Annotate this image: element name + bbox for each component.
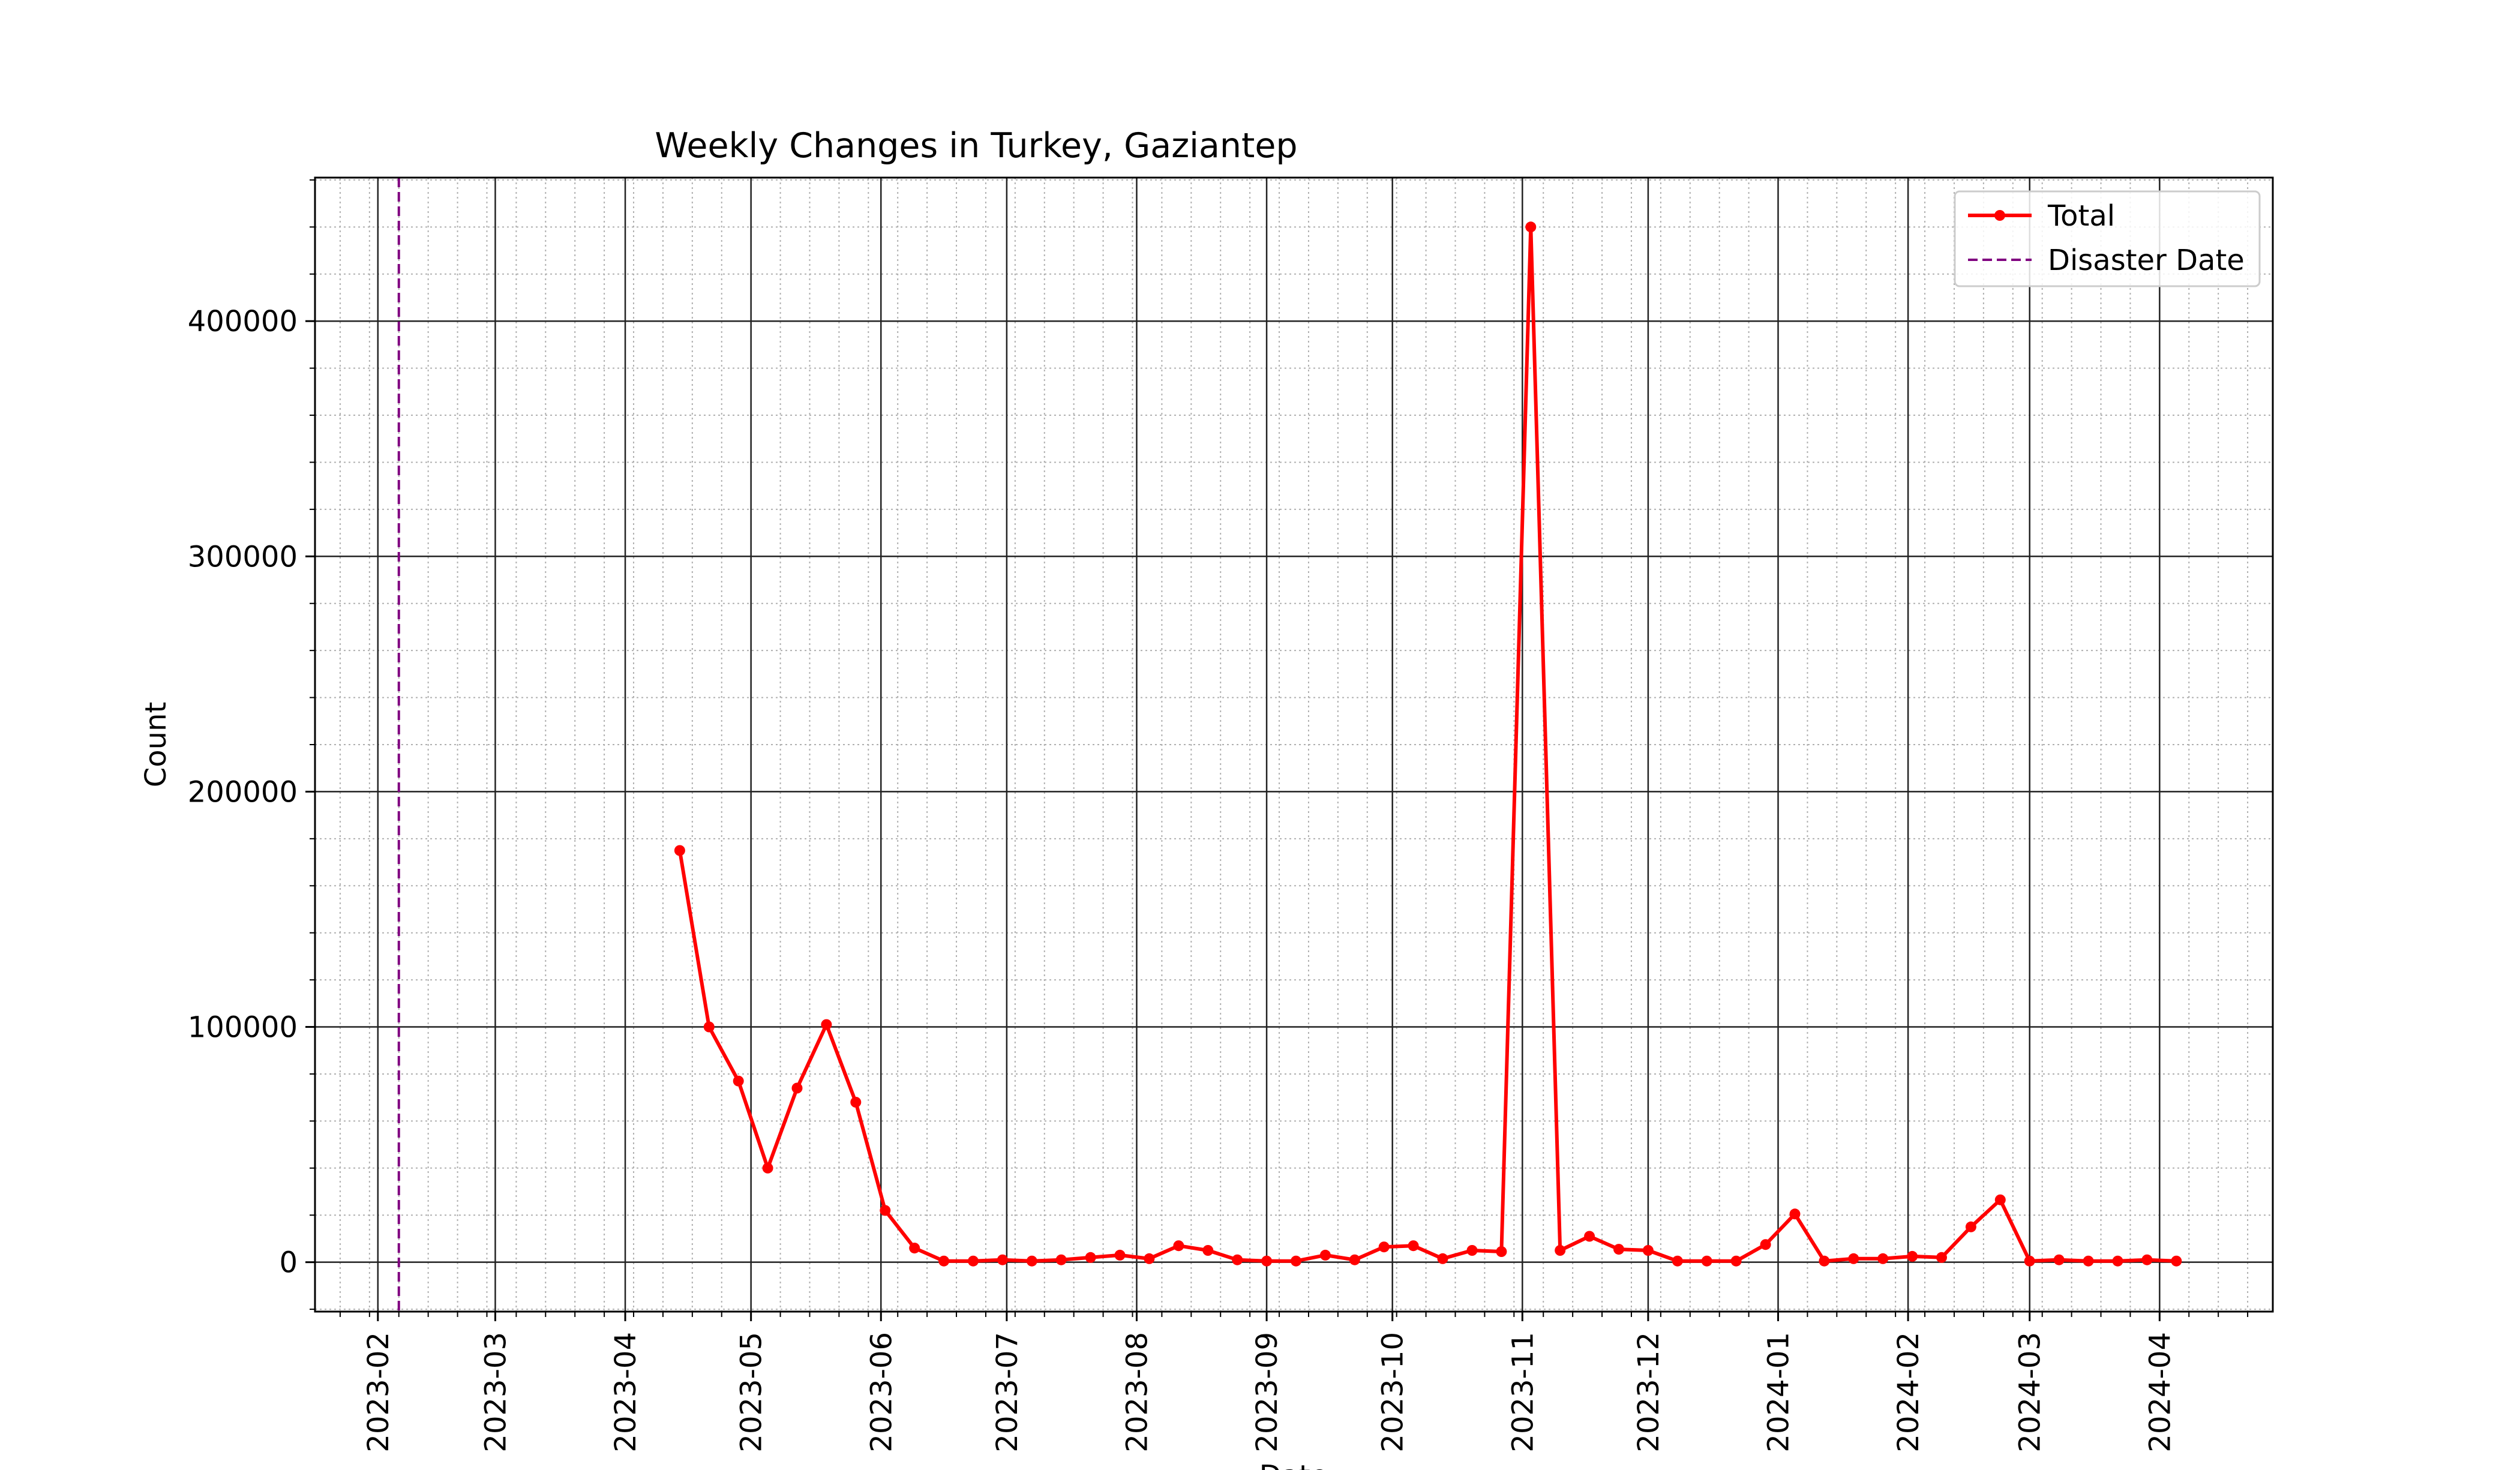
data-point	[2024, 1255, 2035, 1267]
data-point	[733, 1075, 744, 1087]
data-point	[2171, 1255, 2182, 1267]
y-tick-label: 400000	[188, 305, 298, 338]
data-point	[968, 1255, 979, 1267]
data-point	[1319, 1249, 1331, 1261]
x-axis: 2023-02 2023-03 2023-04 2023-05 2023-06 2023-…	[339, 1312, 2249, 1453]
data-point	[1202, 1245, 1214, 1256]
x-tick-label: 2024-02	[1892, 1332, 1925, 1453]
data-point	[1760, 1239, 1771, 1250]
data-point	[1642, 1245, 1654, 1256]
data-point	[1466, 1245, 1478, 1256]
data-point	[1819, 1255, 1830, 1267]
y-tick-label: 200000	[188, 775, 298, 809]
x-tick-label: 2023-06	[865, 1332, 898, 1453]
data-point	[909, 1243, 920, 1254]
x-tick-label: 2023-02	[362, 1332, 395, 1453]
y-tick-label: 0	[279, 1246, 298, 1280]
data-point	[2141, 1254, 2153, 1265]
data-point	[850, 1097, 862, 1108]
x-tick-label: 2023-03	[479, 1332, 512, 1453]
data-point	[674, 845, 685, 856]
data-point	[791, 1082, 803, 1094]
data-point	[1026, 1255, 1037, 1267]
data-point	[1378, 1241, 1390, 1253]
data-point	[1055, 1254, 1067, 1265]
y-axis: 0 100000 200000 300000 400000	[188, 179, 315, 1310]
data-point	[1525, 221, 1537, 233]
data-point	[1291, 1255, 1301, 1267]
data-point	[1144, 1253, 1155, 1264]
data-point	[1936, 1252, 1947, 1263]
data-point	[1877, 1253, 1889, 1264]
y-tick-label: 300000	[188, 540, 298, 574]
chart-title: Weekly Changes in Turkey, Gaziantep	[655, 126, 1297, 166]
data-point	[1173, 1240, 1184, 1252]
major-grid	[315, 178, 2273, 1312]
series-layer	[674, 221, 2182, 1267]
data-point	[997, 1254, 1008, 1265]
data-point	[1085, 1252, 1096, 1263]
data-point	[1437, 1253, 1448, 1264]
data-point	[1613, 1244, 1624, 1255]
x-tick-label: 2023-08	[1120, 1332, 1154, 1453]
data-point	[2083, 1255, 2094, 1267]
data-point	[1965, 1221, 1976, 1232]
data-point	[703, 1021, 715, 1033]
data-point	[1848, 1253, 1859, 1264]
x-tick-label: 2023-04	[609, 1332, 643, 1453]
legend-label-disaster-date: Disaster Date	[2048, 244, 2245, 277]
x-tick-label: 2024-04	[2143, 1332, 2177, 1453]
data-point	[1907, 1250, 1918, 1262]
x-tick-label: 2023-10	[1376, 1332, 1410, 1453]
x-tick-label: 2023-09	[1250, 1332, 1284, 1453]
data-point	[1349, 1254, 1360, 1265]
x-tick-label: 2023-11	[1506, 1332, 1540, 1453]
data-point	[1730, 1255, 1742, 1267]
x-tick-label: 2024-01	[1762, 1332, 1796, 1453]
data-point	[1408, 1240, 1419, 1252]
data-point	[762, 1162, 773, 1174]
data-point	[880, 1205, 891, 1216]
data-point	[1789, 1208, 1801, 1220]
x-tick-label: 2023-07	[991, 1332, 1024, 1453]
y-axis-label: Count	[139, 702, 173, 788]
data-point	[1232, 1254, 1243, 1265]
data-point	[1496, 1246, 1507, 1257]
legend-marker-total	[1994, 210, 2005, 221]
data-point	[2112, 1255, 2123, 1267]
y-tick-label: 100000	[188, 1011, 298, 1045]
data-point	[1555, 1245, 1566, 1256]
data-point	[1672, 1255, 1683, 1267]
data-point	[938, 1255, 950, 1267]
data-point	[1994, 1194, 2006, 1205]
series-line-total	[677, 225, 2177, 1263]
data-point	[1261, 1255, 1273, 1267]
legend: Total Disaster Date	[1954, 190, 2261, 287]
data-point	[821, 1019, 832, 1030]
x-tick-label: 2024-03	[2014, 1332, 2047, 1453]
x-tick-label: 2023-05	[735, 1332, 769, 1453]
legend-label-total: Total	[2047, 199, 2115, 233]
data-point	[1584, 1231, 1595, 1242]
x-tick-label: 2023-12	[1632, 1332, 1666, 1453]
data-point	[1701, 1255, 1712, 1267]
data-point	[2053, 1254, 2065, 1265]
data-point	[1114, 1249, 1126, 1261]
x-axis-label: Date	[1259, 1459, 1328, 1470]
